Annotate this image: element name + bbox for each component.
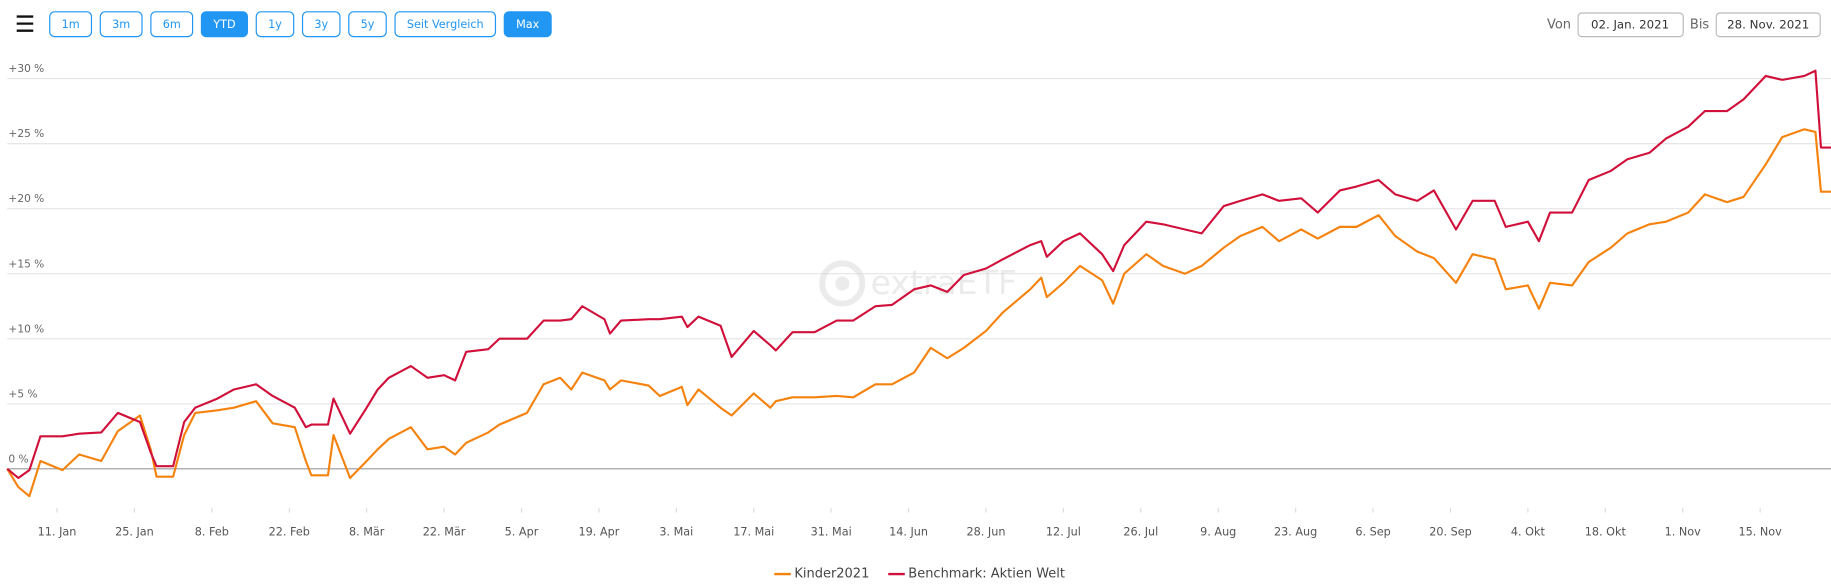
button-box[interactable] [503, 11, 552, 38]
x-tick-label: 8. Mär [349, 526, 385, 539]
x-tick-label: 26. Jul [1123, 526, 1158, 539]
x-tick-label: 4. Okt [1511, 526, 1546, 539]
range-button[interactable]: 1y [255, 11, 295, 38]
button-box[interactable] [301, 11, 341, 38]
to-input[interactable] [1715, 12, 1821, 38]
button-label[interactable]: 3m [112, 18, 130, 31]
menu-icon[interactable] [14, 12, 36, 35]
y-tick-label: +20 % [8, 192, 44, 205]
button-label[interactable]: YTD [212, 18, 235, 31]
watermark-icon [819, 260, 866, 307]
legend-label[interactable]: Kinder2021 [794, 567, 869, 582]
x-tick-label: 15. Nov [1738, 526, 1782, 539]
button-box[interactable] [99, 11, 143, 38]
range-button[interactable]: 5y [348, 11, 387, 38]
watermark-icon [835, 276, 850, 291]
x-tick-label: 22. Feb [269, 526, 310, 539]
y-tick-label: +15 % [8, 257, 44, 270]
button-label[interactable]: 1m [62, 18, 80, 31]
y-tick-label: +25 % [8, 127, 44, 140]
range-button[interactable]: Max [503, 11, 552, 38]
button-box[interactable] [200, 11, 249, 38]
legend-label[interactable]: Benchmark: Aktien Welt [908, 567, 1065, 582]
legend: Kinder2021 Benchmark: Aktien Welt [774, 567, 1065, 582]
x-tick-label: 25. Jan [115, 526, 154, 539]
button-label[interactable]: 1y [268, 18, 282, 31]
button-box[interactable] [255, 11, 295, 38]
from-date[interactable]: 02. Jan. 2021 [1591, 17, 1669, 31]
y-tick-label: +10 % [8, 322, 44, 335]
y-tick-label: 0 % [8, 452, 28, 465]
y-tick-label: +5 % [8, 387, 37, 400]
button-label[interactable]: 3y [314, 18, 328, 31]
button-label[interactable]: 5y [361, 18, 375, 31]
button-box[interactable] [49, 11, 93, 38]
x-tick-label: 5. Apr [505, 526, 539, 539]
x-tick-label: 14. Jun [889, 526, 928, 539]
x-tick-label: 18. Okt [1585, 526, 1627, 539]
button-label[interactable]: Seit Vergleich [407, 18, 484, 31]
range-button[interactable]: 3m [99, 11, 143, 38]
from-input[interactable] [1577, 12, 1684, 38]
button-label[interactable]: 6m [163, 18, 181, 31]
x-tick-label: 1. Nov [1665, 526, 1702, 539]
range-button[interactable]: 6m [150, 11, 194, 38]
x-tick-label: 3. Mai [659, 526, 693, 539]
x-tick-label: 22. Mär [423, 526, 466, 539]
x-tick-label: 8. Feb [195, 526, 229, 539]
range-button[interactable]: YTD [200, 11, 249, 38]
x-tick-label: 12. Jul [1046, 526, 1081, 539]
x-tick-label: 9. Aug [1200, 526, 1236, 539]
x-tick-label: 23. Aug [1274, 526, 1317, 539]
series-line [6, 69, 1831, 480]
range-button[interactable]: 1m [49, 11, 93, 38]
button-box[interactable] [348, 11, 387, 38]
watermark-text: extraETF [871, 263, 1017, 302]
button-box[interactable] [394, 11, 497, 38]
x-tick-label: 19. Apr [579, 526, 620, 539]
legend-item[interactable]: Kinder2021 [774, 567, 869, 582]
x-tick-label: 11. Jan [38, 526, 77, 539]
x-tick-label: 31. Mai [811, 526, 852, 539]
y-tick-label: +30 % [8, 62, 44, 75]
x-tick-label: 28. Jun [967, 526, 1006, 539]
range-button[interactable]: Seit Vergleich [394, 11, 497, 38]
watermark: extraETF [819, 260, 1017, 307]
x-tick-label: 17. Mai [733, 526, 774, 539]
x-tick-label: 6. Sep [1355, 526, 1390, 539]
button-label[interactable]: Max [516, 18, 540, 31]
to-date[interactable]: 28. Nov. 2021 [1727, 17, 1809, 31]
range-button[interactable]: 3y [301, 11, 341, 38]
series-line [6, 128, 1831, 498]
legend-item[interactable]: Benchmark: Aktien Welt [888, 567, 1065, 582]
button-box[interactable] [150, 11, 194, 38]
to-label: Bis [1690, 17, 1710, 32]
from-label: Von [1547, 17, 1571, 32]
x-tick-label: 20. Sep [1429, 526, 1472, 539]
